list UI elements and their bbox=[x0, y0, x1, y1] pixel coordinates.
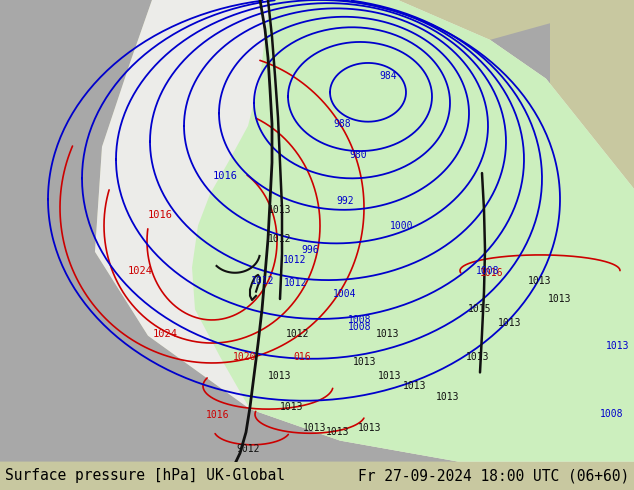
Text: 1013: 1013 bbox=[376, 329, 400, 339]
Text: 1013: 1013 bbox=[498, 318, 522, 328]
Text: 1012: 1012 bbox=[286, 329, 310, 339]
Text: 1013: 1013 bbox=[303, 423, 327, 433]
Text: 984: 984 bbox=[379, 71, 397, 80]
Text: 988: 988 bbox=[333, 119, 351, 129]
Text: 1012: 1012 bbox=[268, 234, 292, 244]
Text: 1013: 1013 bbox=[548, 294, 572, 304]
Text: 1013: 1013 bbox=[268, 370, 292, 381]
Text: 016: 016 bbox=[293, 352, 311, 362]
Text: 1024: 1024 bbox=[153, 329, 178, 339]
Text: 1016: 1016 bbox=[206, 411, 230, 420]
Text: 992: 992 bbox=[336, 196, 354, 206]
Text: 1013: 1013 bbox=[280, 402, 304, 412]
Text: 1013: 1013 bbox=[353, 357, 377, 367]
Text: 1013: 1013 bbox=[528, 276, 552, 286]
Text: 1008: 1008 bbox=[476, 266, 500, 276]
Text: 1008: 1008 bbox=[348, 322, 372, 332]
Text: 980: 980 bbox=[349, 150, 367, 160]
Text: 1020: 1020 bbox=[233, 352, 257, 362]
Text: 1012: 1012 bbox=[284, 278, 307, 288]
Text: 1013: 1013 bbox=[327, 427, 350, 437]
Polygon shape bbox=[0, 0, 634, 462]
Text: 996: 996 bbox=[301, 245, 319, 255]
Text: 9012: 9012 bbox=[236, 444, 260, 454]
Text: 1013: 1013 bbox=[436, 392, 460, 401]
Text: 1016: 1016 bbox=[212, 171, 238, 181]
Text: 1004: 1004 bbox=[333, 289, 357, 299]
Polygon shape bbox=[192, 0, 634, 462]
Text: 1008: 1008 bbox=[600, 409, 624, 419]
Text: 1012: 1012 bbox=[283, 255, 307, 265]
Text: 1008: 1008 bbox=[348, 315, 372, 325]
Text: 1024: 1024 bbox=[127, 266, 153, 276]
Polygon shape bbox=[490, 0, 634, 189]
Text: 1013: 1013 bbox=[606, 341, 630, 351]
Text: 1000: 1000 bbox=[391, 220, 414, 230]
Text: Surface pressure [hPa] UK-Global: Surface pressure [hPa] UK-Global bbox=[5, 468, 285, 483]
Polygon shape bbox=[95, 0, 634, 462]
Text: 1012: 1012 bbox=[251, 276, 275, 286]
Text: Fr 27-09-2024 18:00 UTC (06+60): Fr 27-09-2024 18:00 UTC (06+60) bbox=[358, 468, 629, 483]
Text: 1013: 1013 bbox=[378, 370, 402, 381]
Text: 1013: 1013 bbox=[466, 352, 489, 362]
Text: 1016: 1016 bbox=[148, 210, 172, 220]
Text: 1016: 1016 bbox=[480, 268, 504, 278]
Text: 1013: 1013 bbox=[358, 423, 382, 433]
Polygon shape bbox=[0, 0, 634, 462]
Text: 1013: 1013 bbox=[268, 205, 292, 215]
Text: 1015: 1015 bbox=[469, 304, 492, 315]
Polygon shape bbox=[550, 0, 634, 462]
Text: 1013: 1013 bbox=[403, 381, 427, 391]
